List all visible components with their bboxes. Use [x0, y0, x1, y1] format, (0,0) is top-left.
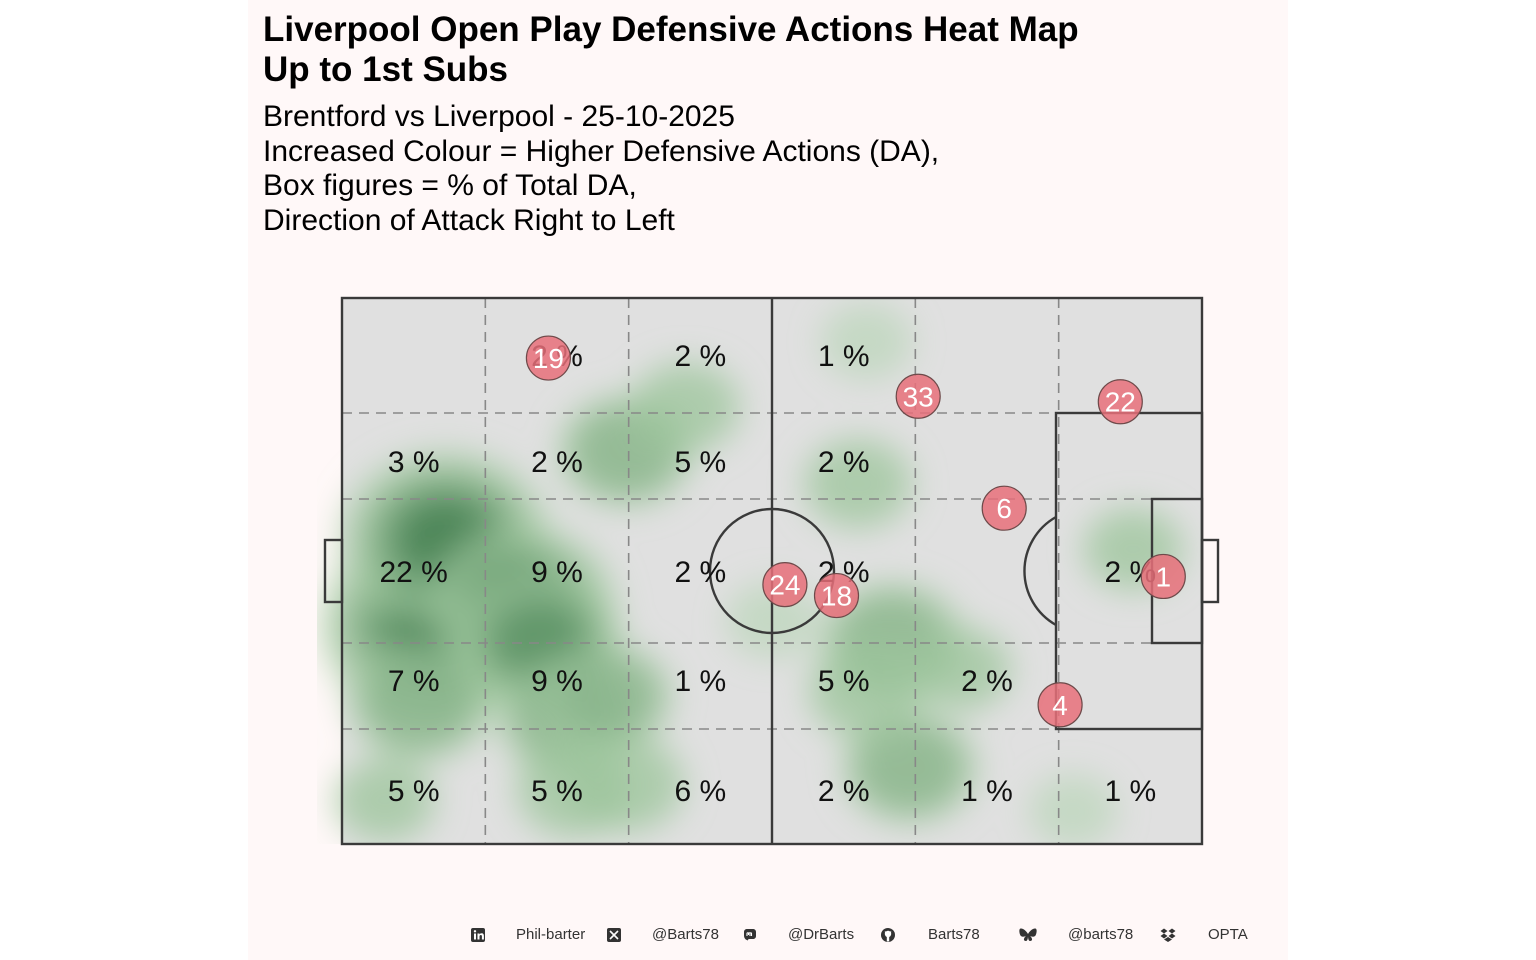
zone-percentage-label: 1 %	[1104, 775, 1156, 808]
player-number: 18	[821, 581, 852, 612]
player-marker	[895, 373, 941, 419]
density-blob	[559, 655, 659, 738]
dropbox-icon[interactable]	[1160, 927, 1176, 943]
zone-percentage-label: 5 %	[388, 775, 440, 808]
footer-x-label[interactable]: @Barts78	[652, 926, 719, 943]
zone-percentage-label: 2 %	[961, 665, 1013, 698]
chart-title: Liverpool Open Play Defensive Actions He…	[263, 10, 1079, 90]
zone-percentage-label: 22 %	[379, 556, 447, 589]
density-blob	[363, 655, 476, 749]
player-number: 19	[533, 343, 564, 374]
density-blob	[338, 761, 432, 839]
player-number: 1	[1156, 561, 1172, 592]
player-number: 33	[903, 381, 934, 412]
title-line-1: Liverpool Open Play Defensive Actions He…	[263, 10, 1079, 49]
density-blob	[520, 744, 628, 835]
zone-percentage-label: 9 %	[531, 665, 583, 698]
footer-mastodon-label[interactable]: @DrBarts	[788, 926, 855, 943]
subtitle-line-2: Increased Colour = Higher Defensive Acti…	[263, 134, 940, 168]
zone-percentage-label: 3 %	[388, 446, 440, 479]
footer-bluesky-label[interactable]: @barts78	[1068, 926, 1134, 943]
player-marker	[1140, 553, 1186, 600]
zone-percentage-label: 1 %	[818, 340, 870, 373]
player-marker	[981, 485, 1027, 531]
zone-percentage-label: 2 %	[818, 446, 870, 479]
zone-percentage-label: 5 %	[818, 665, 870, 698]
player-marker	[762, 562, 808, 608]
player-number: 4	[1052, 690, 1068, 721]
footer-source-label: OPTA	[1208, 926, 1248, 943]
mastodon-icon[interactable]	[742, 927, 758, 943]
density-blob	[820, 303, 913, 381]
footer-github-label[interactable]: Barts78	[928, 926, 980, 943]
bluesky-icon[interactable]	[1018, 927, 1038, 943]
left-goal	[323, 538, 344, 604]
right-penalty-arc	[1023, 515, 1057, 627]
zone-percentage-label: 1 %	[674, 665, 726, 698]
density-blob	[807, 441, 909, 526]
player-marker	[813, 572, 860, 619]
player-marker	[525, 335, 572, 381]
subtitle-line-4: Direction of Attack Right to Left	[263, 203, 675, 237]
player-number: 6	[996, 493, 1012, 524]
right-goal	[1200, 538, 1220, 604]
subtitle-line-3: Box figures = % of Total DA,	[263, 169, 637, 202]
density-blob	[812, 646, 921, 736]
chart-subtitle: Brentford vs Liverpool - 25-10-2025 Incr…	[263, 100, 939, 238]
zone-percentage-label: 2 %	[818, 775, 870, 808]
zone-percentage-label: 1 %	[961, 775, 1013, 808]
density-blob	[856, 723, 963, 812]
zone-percentage-label: 2 %	[674, 340, 726, 373]
footer-linkedin-label[interactable]: Phil-barter	[516, 926, 586, 943]
github-icon[interactable]	[880, 927, 896, 943]
player-marker	[1037, 682, 1083, 728]
zone-percentage-label: 5 %	[674, 446, 726, 479]
zone-percentage-label: 9 %	[531, 556, 583, 589]
density-blob	[635, 365, 737, 449]
linkedin-icon[interactable]	[470, 927, 486, 943]
player-markers: 19 33 22 6 24 18 1 4	[525, 335, 1186, 728]
zone-percentage-label: 2 %	[531, 446, 583, 479]
zone-percentage-label: 7 %	[388, 665, 440, 698]
subtitle-line-1: Brentford vs Liverpool - 25-10-2025	[263, 100, 735, 133]
player-number: 24	[769, 570, 800, 601]
density-blob	[1028, 774, 1118, 844]
zone-percentage-label: 5 %	[531, 775, 583, 808]
zone-percentage-label: 2 %	[674, 556, 726, 589]
player-number: 22	[1105, 387, 1136, 418]
centre-circle	[708, 507, 836, 635]
x-twitter-icon[interactable]	[606, 927, 622, 943]
pitch-markings	[323, 296, 1220, 846]
title-line-2: Up to 1st Subs	[263, 50, 509, 89]
zone-percentage-label: 6 %	[674, 775, 726, 808]
density-blob	[914, 630, 1008, 708]
player-marker	[1097, 379, 1143, 425]
footer-credits: Phil-barter @Barts78 @DrBarts Barts78 @b…	[0, 924, 1536, 948]
